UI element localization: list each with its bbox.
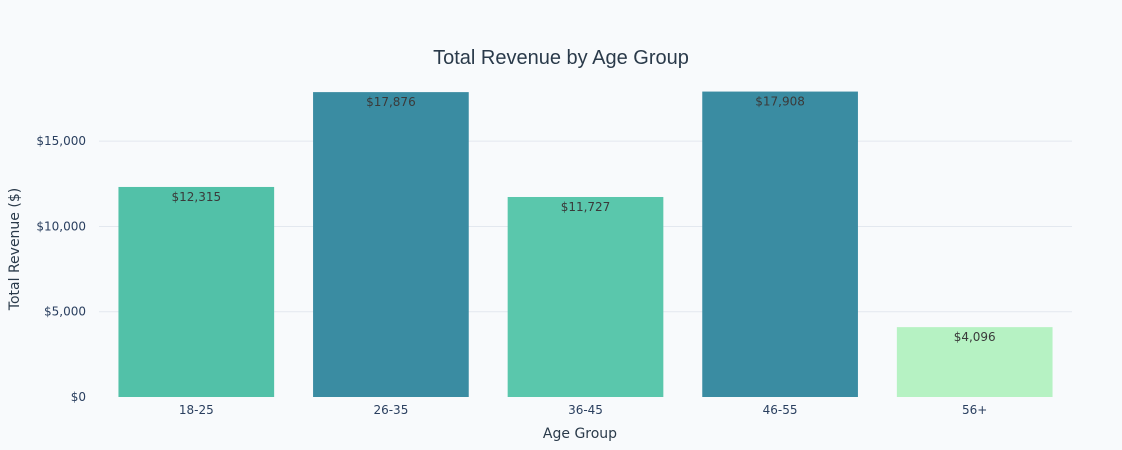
bar-46-55[interactable] bbox=[702, 91, 858, 397]
bars bbox=[118, 91, 1053, 397]
y-tick-label: $0 bbox=[71, 390, 86, 404]
y-tick-label: $10,000 bbox=[36, 219, 86, 233]
x-tick-label: 36-45 bbox=[568, 403, 603, 417]
x-tick-label: 26-35 bbox=[373, 403, 408, 417]
x-tick-label: 18-25 bbox=[179, 403, 214, 417]
bar-18-25[interactable] bbox=[118, 186, 275, 397]
x-tick-label: 46-55 bbox=[763, 403, 798, 417]
y-axis: $0 $5,000 $10,000 $15,000 bbox=[36, 134, 86, 404]
bar-56plus[interactable] bbox=[896, 327, 1053, 397]
x-axis: 18-25 26-35 36-45 46-55 56+ bbox=[179, 403, 988, 417]
bar-value-label: $11,727 bbox=[561, 200, 611, 214]
bar-value-label: $17,876 bbox=[366, 95, 416, 109]
bar-value-label: $4,096 bbox=[954, 330, 996, 344]
x-axis-title: Age Group bbox=[543, 426, 617, 442]
chart-title: Total Revenue by Age Group bbox=[433, 47, 689, 69]
bar-value-label: $17,908 bbox=[755, 95, 805, 109]
y-tick-label: $15,000 bbox=[36, 134, 86, 148]
y-tick-label: $5,000 bbox=[44, 305, 86, 319]
y-axis-title: Total Revenue ($) bbox=[7, 188, 23, 311]
bar-value-label: $12,315 bbox=[171, 190, 221, 204]
x-tick-label: 56+ bbox=[962, 403, 987, 417]
bar-36-45[interactable] bbox=[507, 196, 664, 397]
data-labels: $12,315 $17,876 $11,727 $17,908 $4,096 bbox=[171, 95, 995, 345]
bar-26-35[interactable] bbox=[313, 92, 469, 397]
